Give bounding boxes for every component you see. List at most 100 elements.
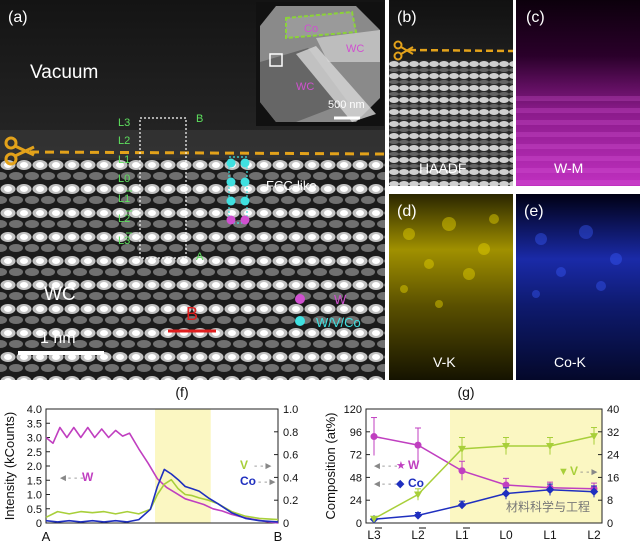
data-point-v bbox=[414, 491, 422, 499]
co-k-label: Co-K bbox=[554, 354, 587, 370]
y-tick-label: 1.0 bbox=[27, 490, 42, 502]
v-k-label: V-K bbox=[433, 354, 456, 370]
data-point-w bbox=[458, 467, 466, 475]
y-tick-label: 0 bbox=[36, 518, 42, 530]
panel-f-label: (f) bbox=[175, 384, 188, 400]
legend-v: V bbox=[570, 464, 578, 478]
inset-label-wc2: WC bbox=[296, 81, 314, 93]
highlight-band bbox=[155, 409, 211, 523]
w-m-label: W-M bbox=[554, 160, 583, 176]
layer-label: L3 bbox=[118, 117, 130, 129]
line-scan-box bbox=[139, 117, 187, 259]
scissors-icon bbox=[393, 40, 414, 61]
panel-b-label: (b) bbox=[397, 9, 417, 26]
v-marker-icon: ▼ bbox=[558, 466, 569, 478]
fcc-like-marker bbox=[226, 156, 250, 225]
layer-label: L2 bbox=[118, 135, 130, 147]
data-point-w bbox=[370, 433, 378, 441]
v-arrow-icon: - -► bbox=[580, 467, 599, 478]
y2-tick-label: 0.2 bbox=[283, 495, 298, 507]
legend-w-dot bbox=[295, 294, 305, 304]
y-tick-label: 48 bbox=[350, 472, 362, 484]
y2-tick-label: 32 bbox=[607, 427, 619, 439]
legend-w: W bbox=[408, 458, 420, 472]
data-point-v bbox=[546, 443, 554, 451]
b-label: B bbox=[186, 304, 198, 324]
v-arrow-icon: - -► bbox=[254, 461, 273, 472]
legend-w: W bbox=[82, 470, 94, 484]
series-line-w bbox=[373, 435, 595, 490]
y-tick-label: 1.5 bbox=[27, 475, 42, 487]
w-marker-icon: ★ bbox=[396, 460, 406, 472]
panel-a: (a) Vacuum WC 1 nm L3 L2 L1 L0 L1 L2 L3 … bbox=[0, 0, 385, 380]
x-tick-label: L1 bbox=[455, 528, 469, 542]
highlight-band bbox=[450, 409, 602, 523]
fcc-like-label: FCC-like bbox=[266, 178, 317, 193]
layer-label: L0 bbox=[118, 173, 130, 185]
layer-label: L2 bbox=[118, 213, 130, 225]
y2-tick-label: 16 bbox=[607, 472, 619, 484]
y2-tick-label: 24 bbox=[607, 450, 619, 462]
co-marker-icon: ◆ bbox=[396, 478, 405, 490]
plot-frame bbox=[365, 408, 603, 524]
inset-tem-image: Co WC WC 500 nm bbox=[256, 2, 384, 126]
x-tick-label: L0 bbox=[499, 528, 513, 542]
x-label-b: B bbox=[274, 529, 283, 544]
panel-e: (e) Co-K bbox=[516, 194, 640, 380]
panel-g-label: (g) bbox=[457, 384, 474, 400]
legend-wvco-label: W/V/Co bbox=[316, 315, 361, 330]
data-point-co bbox=[413, 511, 423, 520]
y2-tick-label: 0.6 bbox=[283, 450, 298, 462]
panel-g-chart: 0 24 48 72 96 120 0 8 16 24 32 40 L3 L2 L1 L0 L1 L2 Compos… bbox=[322, 383, 640, 549]
x-tick-label: L1 bbox=[543, 528, 557, 542]
haadf-label: HAADF bbox=[419, 160, 466, 176]
panel-c: (c) W-M bbox=[516, 0, 640, 186]
layer-label: L1 bbox=[118, 154, 130, 166]
y-tick-label: 3.0 bbox=[27, 433, 42, 445]
data-point-v bbox=[458, 445, 466, 453]
wc-label: WC bbox=[44, 284, 76, 305]
data-point-co bbox=[545, 485, 555, 494]
layer-label: L3 bbox=[118, 235, 130, 247]
data-point-co bbox=[501, 489, 511, 498]
y-tick-label: 96 bbox=[350, 427, 362, 439]
x-tick-label: L3 bbox=[367, 528, 381, 542]
vacuum-label: Vacuum bbox=[30, 62, 98, 83]
legend-w-label: W bbox=[334, 292, 347, 307]
scale-bar-label: 1 nm bbox=[40, 330, 76, 347]
y-tick-label: 2.0 bbox=[27, 461, 42, 473]
legend-co: Co bbox=[240, 474, 256, 488]
point-a-top: B bbox=[196, 113, 203, 125]
series-line-v bbox=[373, 435, 595, 520]
y-tick-label: 4.0 bbox=[27, 404, 42, 416]
data-point-w bbox=[414, 441, 422, 449]
y-axis-label: Composition (at%) bbox=[323, 413, 338, 520]
data-point-v bbox=[502, 443, 510, 451]
x-tick-label: L2 bbox=[587, 528, 601, 542]
legend-v: V bbox=[240, 458, 248, 472]
data-point-v bbox=[370, 515, 378, 523]
panel-e-label: (e) bbox=[524, 203, 544, 220]
y2-tick-label: 8 bbox=[607, 495, 613, 507]
w-arrow-icon: ◄- - - bbox=[58, 473, 83, 484]
y-tick-label: 72 bbox=[350, 450, 362, 462]
y-tick-label: 2.5 bbox=[27, 447, 42, 459]
inset-scale-label: 500 nm bbox=[328, 99, 365, 111]
panel-f-chart: 0 0.5 1.0 1.5 2.0 2.5 3.0 3.5 4.0 0 0.2 0.4 0.6 0.8 1.… bbox=[0, 383, 322, 549]
co-arrow-icon: ◄- - - bbox=[372, 479, 397, 490]
data-point-co bbox=[457, 500, 467, 510]
y-axis-label: Intensity (kCounts) bbox=[2, 412, 17, 520]
series-line-co bbox=[45, 468, 279, 523]
y2-tick-label: 0 bbox=[607, 518, 613, 530]
y-tick-label: 0.5 bbox=[27, 504, 42, 516]
data-point-v bbox=[590, 433, 598, 441]
y2-tick-label: 1.0 bbox=[283, 404, 298, 416]
inset-label-co: Co bbox=[304, 23, 318, 35]
legend-wvco-dot bbox=[295, 316, 305, 326]
panel-b: (b) HAADF bbox=[389, 0, 513, 186]
layer-label: L1 bbox=[118, 193, 130, 205]
inset-label-wc1: WC bbox=[346, 43, 364, 55]
data-point-w bbox=[502, 481, 510, 489]
w-arrow-icon: ◄- - - bbox=[372, 461, 397, 472]
y2-tick-label: 40 bbox=[607, 404, 619, 416]
